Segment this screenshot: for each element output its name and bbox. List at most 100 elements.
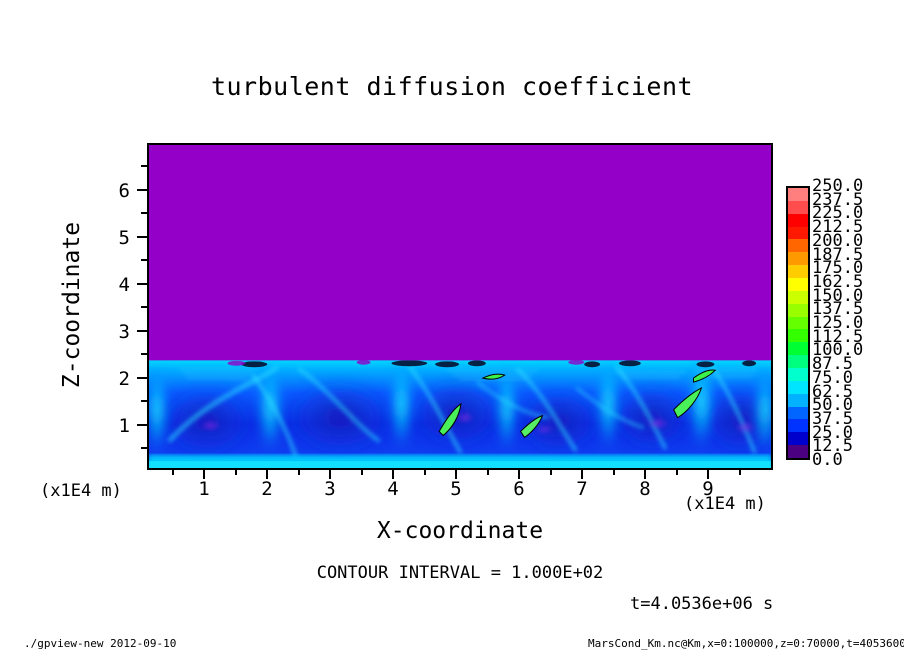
colorbar-band xyxy=(788,278,808,291)
plot-area xyxy=(147,143,773,470)
colorbar-band xyxy=(788,406,808,420)
x-tick-label-9: 9 xyxy=(702,478,714,500)
y-tick-minor xyxy=(141,212,147,214)
colorbar-band xyxy=(788,329,808,343)
colorbar-tick-label: 37.5 xyxy=(812,408,853,429)
y-tick-label-4: 4 xyxy=(118,274,130,296)
time-stamp-text: t=4.0536e+06 s xyxy=(630,594,774,614)
colorbar-tick-label: 187.5 xyxy=(812,244,864,265)
colorbar-labels: 250.0 237.5 225.0 212.5 200.0 187.5 175.0 162.5… xyxy=(812,176,892,470)
x-tick-minor xyxy=(739,470,741,475)
colorbar-band xyxy=(788,188,808,201)
colorbar-tick-label: 12.5 xyxy=(812,436,853,457)
heatmap-field xyxy=(149,145,771,468)
y-tick-label-6: 6 xyxy=(118,180,130,202)
colorbar-band xyxy=(788,342,808,356)
x-tick-label-6: 6 xyxy=(513,478,525,500)
y-tick-minor xyxy=(141,447,147,449)
colorbar-tick-label: 112.5 xyxy=(812,326,864,347)
colorbar-band xyxy=(788,290,808,304)
x-tick-7 xyxy=(581,470,583,479)
x-tick-label-7: 7 xyxy=(576,478,588,500)
x-tick-5 xyxy=(455,470,457,479)
colorbar-band xyxy=(788,355,808,369)
y-tick-label-5: 5 xyxy=(118,227,130,249)
colorbar-tick-label: 125.0 xyxy=(812,313,864,333)
colorbar-tick-label: 237.5 xyxy=(812,189,864,210)
colorbar-band xyxy=(788,316,808,330)
colorbar-tick-label: 75.0 xyxy=(812,367,853,388)
x-tick-label-5: 5 xyxy=(450,478,462,500)
y-tick-minor xyxy=(141,306,147,308)
y-tick-1 xyxy=(137,424,147,426)
x-tick-minor xyxy=(676,470,678,475)
x-tick-minor xyxy=(361,470,363,475)
y-tick-label-1: 1 xyxy=(118,415,130,437)
colorbar-band xyxy=(788,432,808,446)
colorbar-tick-label: 50.0 xyxy=(812,395,853,416)
colorbar-tick-label: 87.5 xyxy=(812,354,853,375)
y-tick-5 xyxy=(137,236,147,238)
x-tick-minor xyxy=(172,470,174,475)
colorbar-band xyxy=(788,368,808,381)
contour-interval-text: CONTOUR INTERVAL = 1.000E+02 xyxy=(316,563,604,583)
x-tick-label-1: 1 xyxy=(198,478,210,500)
colorbar-tick-label: 162.5 xyxy=(812,271,864,292)
y-tick-2 xyxy=(137,377,147,379)
x-tick-2 xyxy=(266,470,268,479)
x-tick-label-8: 8 xyxy=(639,478,651,500)
x-tick-9 xyxy=(707,470,709,479)
colorbar xyxy=(786,186,810,460)
colorbar-tick-label: 225.0 xyxy=(812,203,864,224)
colorbar-band xyxy=(788,239,808,253)
colorbar-tick-label: 25.0 xyxy=(812,422,853,443)
page-title: turbulent diffusion coefficient xyxy=(210,72,694,101)
x-tick-minor xyxy=(298,470,300,475)
colorbar-band xyxy=(788,265,808,279)
colorbar-tick-label: 0.0 xyxy=(812,450,843,470)
colorbar-band xyxy=(788,393,808,407)
colorbar-tick-label: 137.5 xyxy=(812,299,864,320)
colorbar-band xyxy=(788,200,808,214)
y-tick-3 xyxy=(137,330,147,332)
x-tick-minor xyxy=(487,470,489,475)
colorbar-band xyxy=(788,213,808,227)
colorbar-band xyxy=(788,380,808,394)
y-tick-minor xyxy=(141,400,147,402)
colorbar-band xyxy=(788,419,808,433)
colorbar-tick-label: 175.0 xyxy=(812,258,864,279)
x-tick-minor xyxy=(613,470,615,475)
colorbar-tick-label: 200.0 xyxy=(812,230,864,251)
colorbar-tick-label: 212.5 xyxy=(812,217,864,238)
y-tick-minor xyxy=(141,259,147,261)
x-tick-4 xyxy=(392,470,394,479)
x-axis-unit-left: (x1E4 m) xyxy=(40,481,122,501)
footer-command-text: ./gpview-new 2012-09-10 xyxy=(24,637,177,650)
x-tick-label-4: 4 xyxy=(387,478,399,500)
x-axis-unit-right: (x1E4 m) xyxy=(684,494,766,514)
y-tick-minor xyxy=(141,353,147,355)
footer-source-text: MarsCond_Km.nc@Km,x=0:100000,z=0:70000,t… xyxy=(588,637,904,650)
y-tick-4 xyxy=(137,283,147,285)
colorbar-band xyxy=(788,226,808,240)
y-tick-minor xyxy=(141,165,147,167)
x-tick-3 xyxy=(329,470,331,479)
y-tick-label-2: 2 xyxy=(118,368,130,390)
colorbar-tick-label: 62.5 xyxy=(812,381,853,402)
colorbar-band xyxy=(788,252,808,266)
x-tick-minor xyxy=(424,470,426,475)
x-tick-label-3: 3 xyxy=(324,478,336,500)
colorbar-tick-label: 100.0 xyxy=(812,340,864,361)
x-tick-6 xyxy=(518,470,520,479)
y-axis-title: Z-coordinate xyxy=(59,221,85,389)
y-tick-label-3: 3 xyxy=(118,321,130,343)
x-tick-8 xyxy=(644,470,646,479)
x-axis-title: X-coordinate xyxy=(376,518,544,544)
colorbar-band xyxy=(788,303,808,317)
colorbar-tick-label: 150.0 xyxy=(812,285,864,306)
x-tick-minor xyxy=(235,470,237,475)
colorbar-band xyxy=(788,445,808,459)
colorbar-tick-label: 250.0 xyxy=(812,176,864,196)
y-tick-6 xyxy=(137,189,147,191)
x-tick-minor xyxy=(550,470,552,475)
